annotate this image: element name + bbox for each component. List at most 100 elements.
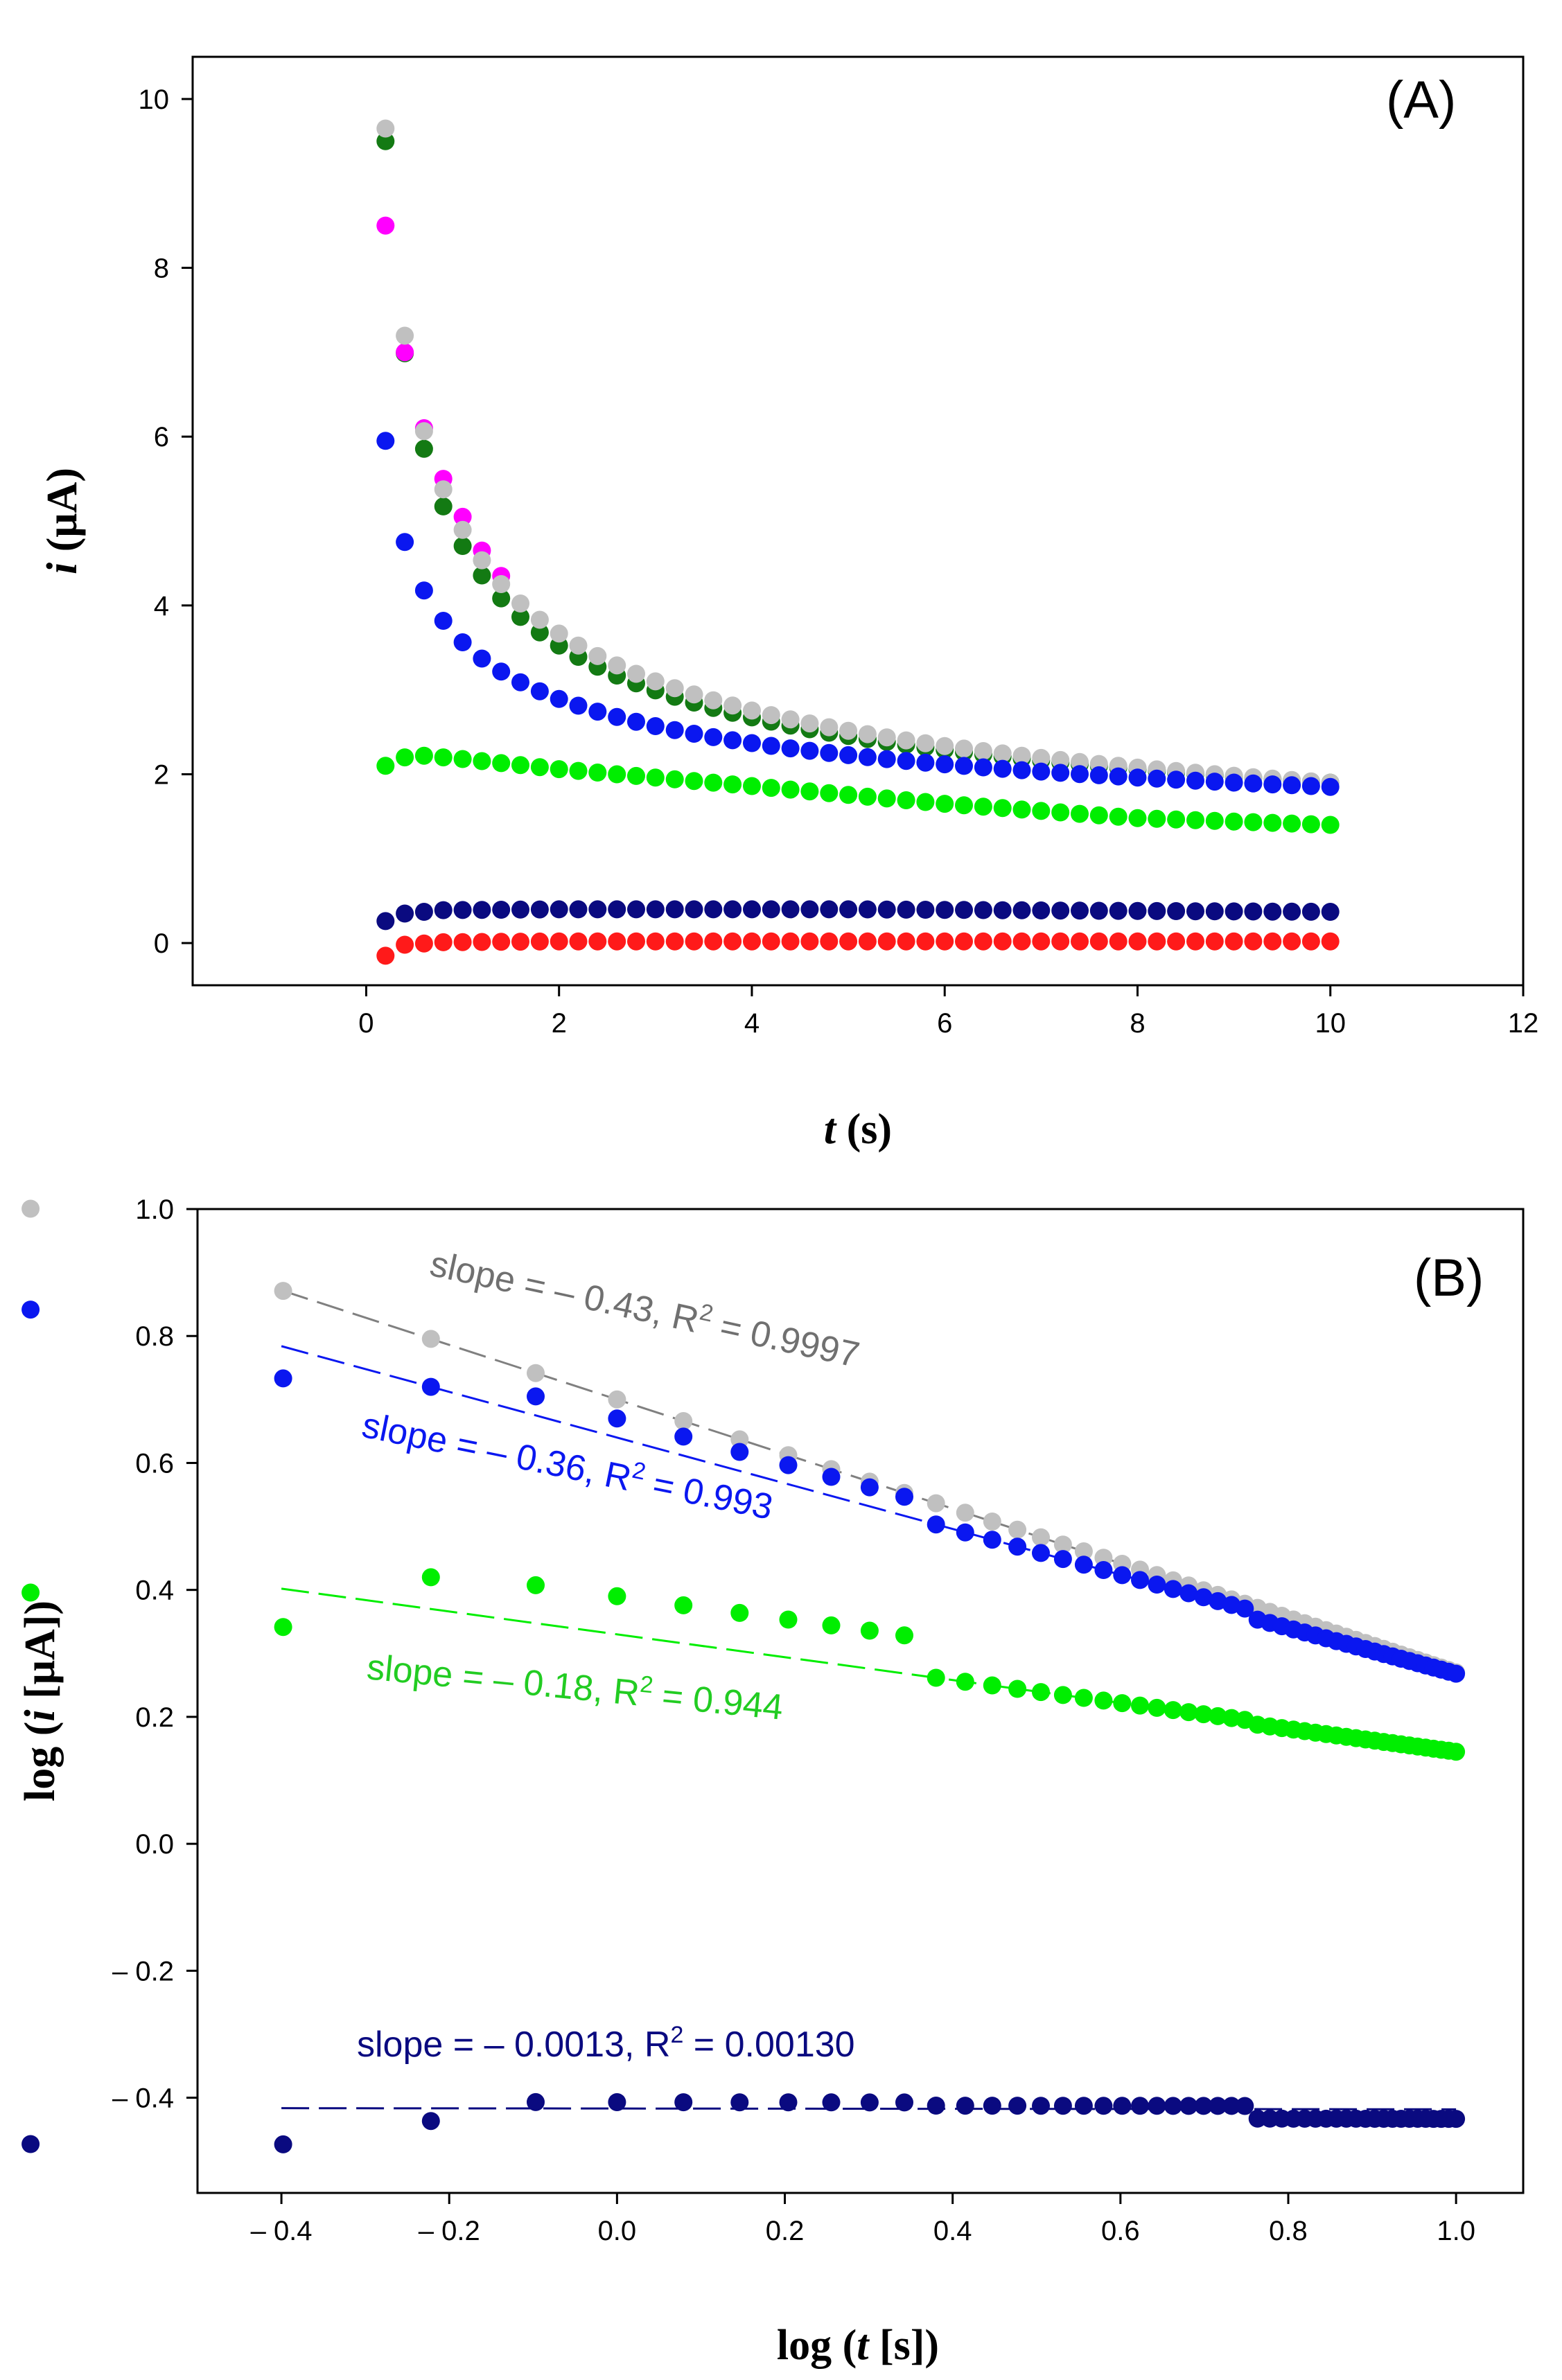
panel-a-point-green xyxy=(550,760,568,779)
panel-a-point-grey xyxy=(858,725,877,743)
panel-a-point-navy xyxy=(646,900,665,919)
panel-b-point-green xyxy=(1222,1709,1241,1727)
panel-a-point-green xyxy=(608,765,626,784)
panel-a-point-grey xyxy=(646,672,665,691)
panel-a-point-green xyxy=(820,784,839,802)
panel-b-point-blue xyxy=(860,1478,879,1497)
panel-a-point-dark-green xyxy=(473,566,491,585)
panel-b-point-blue xyxy=(1094,1561,1113,1579)
panel-a-point-magenta xyxy=(396,343,414,362)
panel-a-point-red xyxy=(877,932,896,951)
panel-a-point-navy xyxy=(492,901,511,919)
panel-a-point-magenta xyxy=(376,216,395,235)
panel-b-point-blue xyxy=(730,1443,749,1461)
panel-a-xtick-label: 4 xyxy=(744,1008,760,1039)
panel-a-point-grey xyxy=(781,710,800,729)
panel-a-point-blue xyxy=(1071,765,1089,784)
panel-b-point-blue xyxy=(895,1488,913,1506)
panel-a-point-green xyxy=(511,756,529,775)
panel-a-point-navy xyxy=(1225,902,1243,921)
panel-a-point-blue xyxy=(511,673,529,691)
panel-b-point-green xyxy=(527,1576,545,1594)
panel-a-point-grey xyxy=(376,119,395,138)
panel-a-point-grey xyxy=(762,706,780,725)
panel-a-point-blue xyxy=(627,712,645,731)
panel-a-point-grey xyxy=(569,636,588,655)
panel-a-point-navy xyxy=(414,903,433,921)
panel-a-point-navy xyxy=(858,900,877,919)
panel-b-point-blue xyxy=(1131,1571,1149,1589)
panel-a-xtick-label: 12 xyxy=(1508,1008,1539,1039)
panel-a-ytick-label: 4 xyxy=(154,591,169,622)
panel-b-point-navy xyxy=(1222,2097,1241,2115)
panel-a-point-green xyxy=(1051,803,1070,822)
panel-a-point-blue xyxy=(1032,762,1051,781)
panel-a-point-navy xyxy=(839,900,858,919)
panel-a-point-navy xyxy=(569,900,588,919)
panel-a-point-navy xyxy=(820,900,839,919)
panel-b-point-green xyxy=(1094,1691,1113,1710)
panel-a-point-blue xyxy=(550,689,568,708)
panel-a-point-green xyxy=(1263,813,1282,832)
panel-a-point-navy xyxy=(743,900,761,919)
panel-b-point-navy xyxy=(608,2093,626,2111)
panel-a-point-red xyxy=(1109,932,1127,951)
panel-a-point-grey xyxy=(492,575,511,593)
panel-a-point-navy xyxy=(396,904,414,923)
panel-b-point-grey xyxy=(1008,1520,1027,1539)
panel-a-point-blue xyxy=(1128,768,1147,787)
panel-a-point-navy xyxy=(1186,902,1204,921)
panel-a-point-red xyxy=(1012,932,1031,951)
panel-a-point-grey xyxy=(1051,750,1070,769)
panel-a-point-red xyxy=(897,932,915,951)
panel-b-point-navy xyxy=(674,2093,693,2112)
panel-a-point-green xyxy=(897,791,915,809)
panel-b-point-blue xyxy=(1236,1599,1254,1618)
panel-a-point-green xyxy=(704,773,723,792)
panel-b-point-grey xyxy=(1074,1542,1093,1560)
panel-a-point-grey xyxy=(511,594,529,612)
panel-b-point-blue xyxy=(1447,1664,1466,1683)
panel-a-points xyxy=(376,119,1340,965)
panel-a-point-green xyxy=(1109,807,1127,826)
panel-a-point-green xyxy=(530,758,549,777)
panel-b-point-green xyxy=(1113,1694,1132,1713)
panel-a-xtick-label: 2 xyxy=(552,1008,567,1039)
panel-b-point-navy xyxy=(1236,2097,1254,2115)
panel-a-point-navy xyxy=(762,900,780,919)
panel-b-xtick-label: 0.4 xyxy=(933,2216,972,2246)
panel-a-point-grey xyxy=(685,685,703,704)
panel-a-point-green xyxy=(646,768,665,787)
panel-b-ticks: – 0.4 – 0.2 0.0 0.2 0.4 0.6 0.8 1.0 – 0.4 – 0.2 0.… xyxy=(112,1195,1475,2246)
panel-a-point-green xyxy=(993,799,1012,818)
panel-a-point-grey xyxy=(897,731,915,750)
panel-a-ytick-label: 2 xyxy=(154,759,169,790)
panel-a-point-red xyxy=(376,946,395,965)
panel-a-point-navy xyxy=(781,900,800,919)
panel-a-point-green xyxy=(743,777,761,795)
panel-a-point-navy xyxy=(1263,902,1282,921)
panel-a-point-blue xyxy=(781,739,800,758)
panel-a-point-red xyxy=(762,932,780,951)
panel-a-point-dark-green xyxy=(453,537,472,555)
panel-a-point-red xyxy=(993,932,1012,951)
panel-a-point-blue xyxy=(1225,773,1243,792)
panel-b-ytick-label: 0.4 xyxy=(135,1576,174,1606)
panel-a-point-blue xyxy=(646,717,665,735)
panel-b-point-navy xyxy=(1032,2097,1050,2115)
panel-a-point-blue xyxy=(858,748,877,766)
panel-a-point-grey xyxy=(588,646,607,665)
panel-a-point-blue xyxy=(993,759,1012,778)
panel-a-point-blue xyxy=(1167,770,1186,789)
panel-a-label: (A) xyxy=(1386,71,1456,130)
panel-b-xtick-label: – 0.4 xyxy=(251,2216,313,2246)
panel-b-point-grey xyxy=(1094,1549,1113,1567)
panel-a-point-blue xyxy=(376,432,395,450)
panel-a-point-green xyxy=(955,796,973,815)
panel-a-point-red xyxy=(1205,932,1224,951)
panel-a-point-grey xyxy=(1032,748,1051,767)
panel-a-point-navy xyxy=(897,900,915,919)
panel-a-point-red xyxy=(1283,932,1301,951)
panel-b-label: (B) xyxy=(1414,1249,1484,1307)
panel-a-point-green xyxy=(877,789,896,808)
